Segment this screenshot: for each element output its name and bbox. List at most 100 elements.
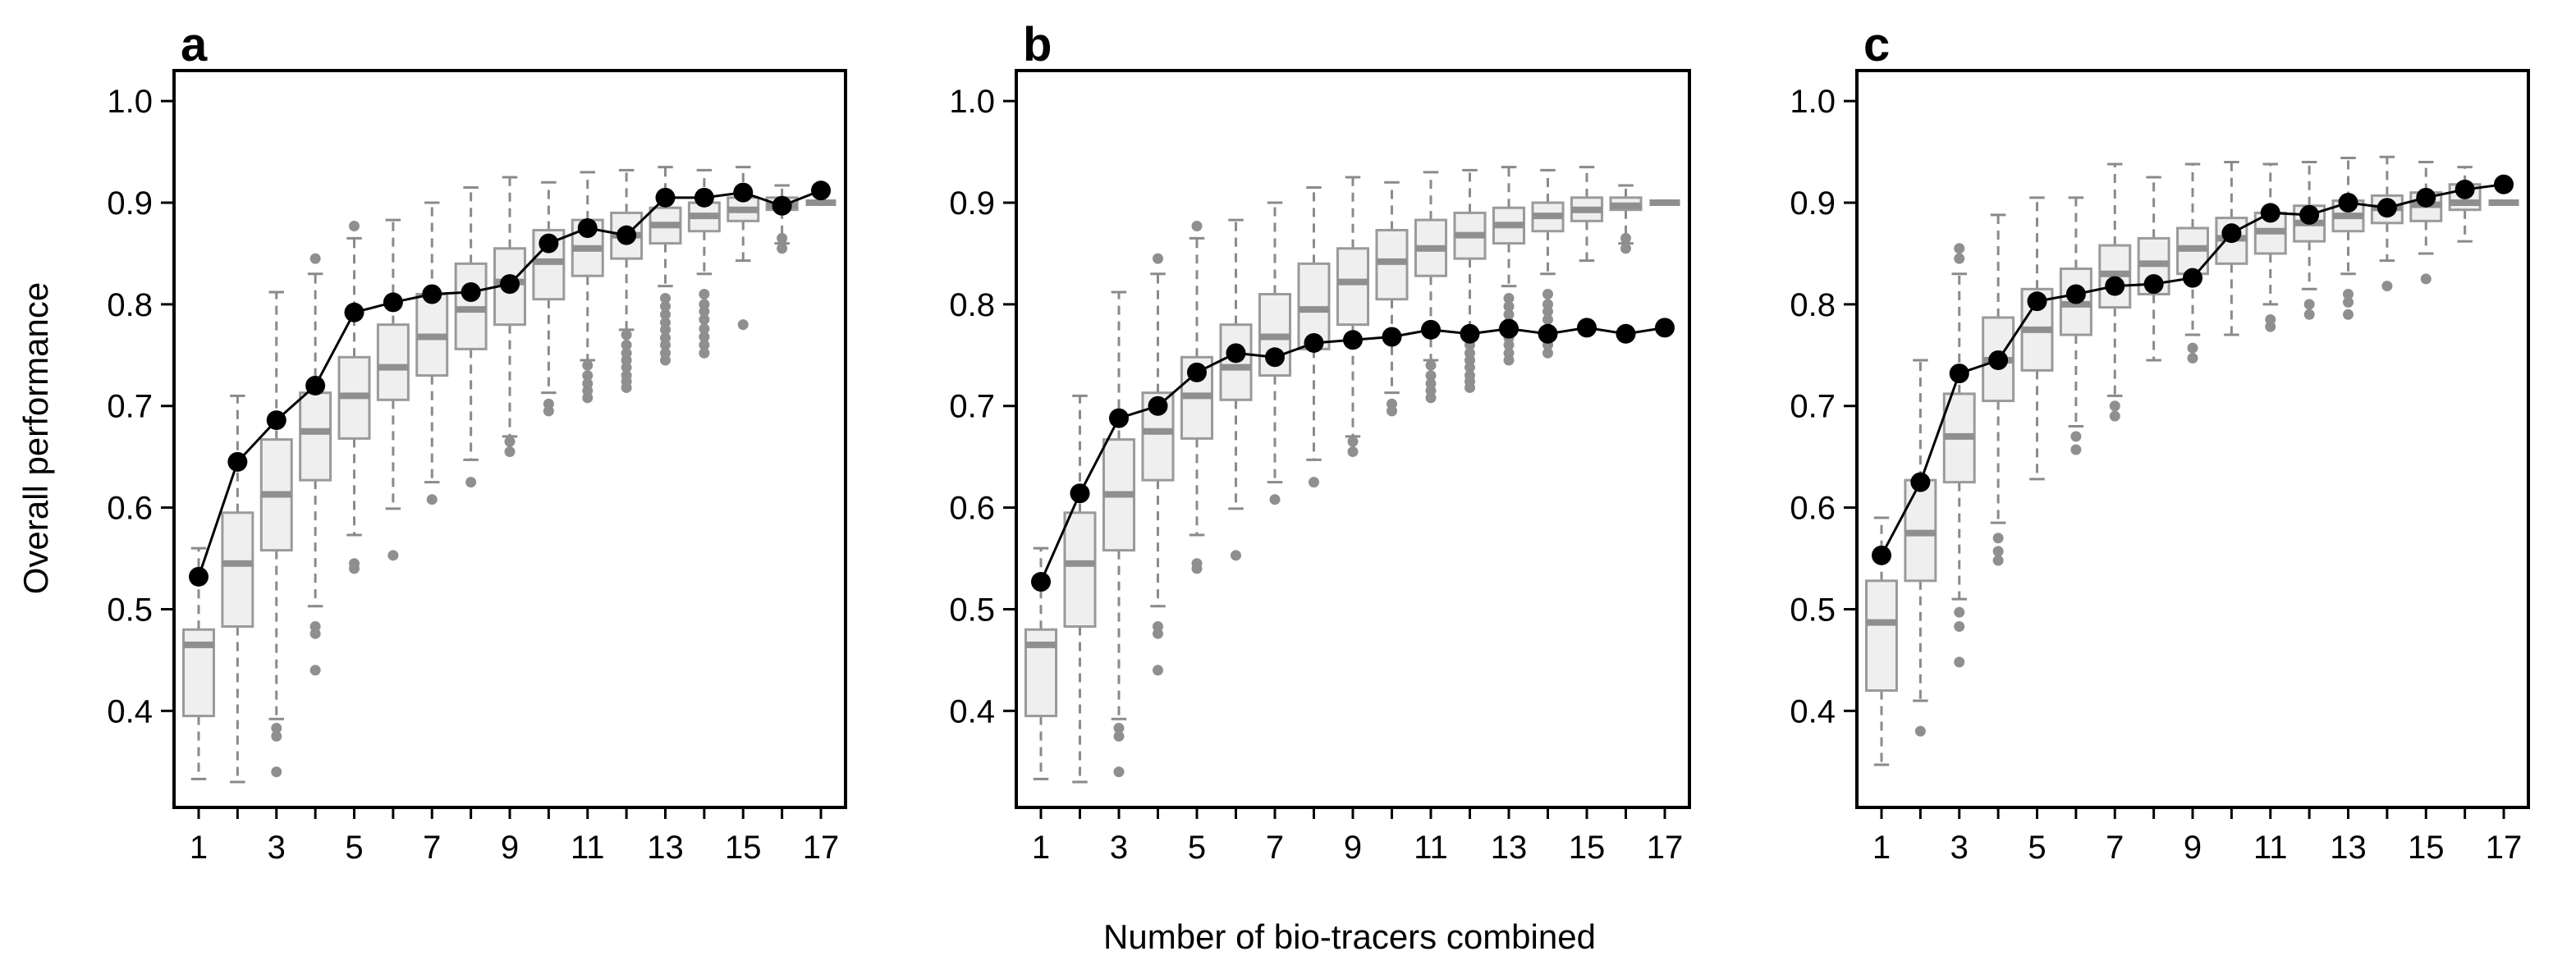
series-point — [266, 410, 286, 431]
boxplot-12 — [610, 168, 644, 393]
outlier-point — [1425, 370, 1437, 382]
series-point — [1304, 332, 1324, 353]
y-tick-label: 0.7 — [1790, 389, 1836, 425]
series-point — [1343, 330, 1363, 350]
outlier-point — [621, 370, 632, 382]
series-point — [2299, 204, 2320, 225]
boxplot-13 — [649, 166, 682, 366]
outlier-point — [2187, 342, 2198, 354]
outlier-point — [1992, 533, 2004, 544]
outlier-point — [1954, 253, 1965, 264]
y-tick-label: 0.5 — [949, 592, 995, 628]
outlier-point — [660, 292, 671, 304]
boxplot-9 — [493, 176, 526, 457]
y-tick-label: 0.4 — [1790, 693, 1836, 729]
outlier-point — [660, 309, 671, 320]
y-tick-label: 0.9 — [1790, 185, 1836, 222]
series-point — [2105, 276, 2125, 296]
boxplot-15 — [1570, 166, 1604, 331]
boxplot-16 — [2448, 166, 2482, 243]
x-tick-label: 11 — [571, 830, 605, 866]
x-tick-label: 15 — [1569, 830, 1606, 866]
outlier-point — [1954, 606, 1965, 618]
boxplot-9 — [1336, 176, 1370, 457]
series-point — [1031, 572, 1051, 592]
outlier-point — [1464, 347, 1475, 359]
x-tick-label: 13 — [2330, 830, 2367, 866]
outlier-point — [1992, 546, 2004, 557]
panel-a: a0.40.50.60.70.80.91.01 3 5 7 9 11 13 15 17 — [107, 18, 847, 866]
series-point — [2455, 179, 2475, 199]
outlier-point — [699, 332, 710, 343]
outlier-point — [737, 319, 749, 331]
panel-letter-b: b — [1023, 18, 1052, 71]
boxplot-1 — [1865, 516, 1898, 766]
outlier-point — [1992, 555, 2004, 566]
outlier-point — [582, 377, 594, 389]
x-tick-label: 13 — [647, 830, 684, 866]
series-point — [2377, 198, 2397, 218]
outlier-point — [1231, 550, 1241, 561]
series-point — [500, 274, 520, 295]
outlier-point — [349, 558, 360, 569]
series-point — [1148, 396, 1168, 416]
outlier-point — [699, 339, 710, 350]
y-tick-label: 0.4 — [949, 693, 995, 729]
outlier-point — [1425, 377, 1437, 389]
plot-frame — [172, 69, 847, 809]
outlier-point — [504, 446, 516, 457]
box-iqr — [221, 511, 254, 629]
y-tick-label: 0.7 — [107, 389, 153, 425]
series-point — [811, 181, 831, 201]
outlier-point — [1309, 477, 1319, 488]
series-point — [1499, 318, 1519, 339]
boxplot-13 — [2331, 157, 2365, 320]
x-tick-label: 3 — [268, 830, 286, 866]
outlier-point — [2343, 288, 2354, 300]
outlier-point — [1503, 292, 1515, 304]
y-tick-label: 1.0 — [949, 84, 995, 120]
outlier-point — [2343, 296, 2354, 308]
boxplot-2 — [1904, 359, 1937, 737]
outlier-point — [699, 288, 710, 300]
box-iqr — [1865, 579, 1898, 693]
outlier-point — [1620, 232, 1631, 244]
x-tick-label: 9 — [1344, 830, 1362, 866]
outlier-point — [1620, 243, 1631, 254]
boxplot-3 — [1942, 243, 1976, 668]
panel-c: c0.40.50.60.70.80.91.01 3 5 7 9 11 13 15 17 — [1790, 18, 2530, 866]
y-tick-label: 0.6 — [949, 491, 995, 527]
y-tick-label: 0.8 — [1790, 287, 1836, 323]
x-tick-label: 5 — [345, 830, 363, 866]
boxplot-12 — [2293, 160, 2326, 320]
boxplot-7 — [415, 201, 449, 505]
y-tick-label: 1.0 — [107, 84, 153, 120]
series-point — [1988, 350, 2009, 371]
x-tick-label: 17 — [2486, 830, 2523, 866]
outlier-point — [2265, 313, 2276, 325]
x-axis-label: Number of bio-tracers combined — [1103, 917, 1596, 956]
outlier-point — [2070, 444, 2082, 455]
x-tick-label: 3 — [1110, 830, 1128, 866]
boxplot-11 — [2253, 162, 2287, 332]
series-point — [1872, 545, 1891, 565]
outlier-point — [271, 730, 282, 742]
outlier-point — [1191, 558, 1203, 569]
x-tick-label: 7 — [1266, 830, 1284, 866]
y-tick-label: 0.7 — [949, 389, 995, 425]
outlier-point — [2070, 431, 2082, 442]
outlier-point — [1347, 436, 1359, 447]
series-point — [1265, 347, 1285, 368]
x-tick-label: 17 — [803, 830, 840, 866]
boxplot-6 — [1219, 218, 1253, 561]
y-tick-label: 1.0 — [1790, 84, 1836, 120]
box-iqr — [299, 391, 332, 482]
outlier-point — [1191, 221, 1203, 232]
series-point — [344, 302, 364, 322]
y-tick-label: 0.5 — [1790, 592, 1836, 628]
y-tick-label: 0.9 — [107, 185, 153, 222]
outlier-point — [426, 494, 438, 505]
boxplot-11 — [1414, 171, 1448, 404]
boxplot-10 — [1375, 181, 1409, 417]
